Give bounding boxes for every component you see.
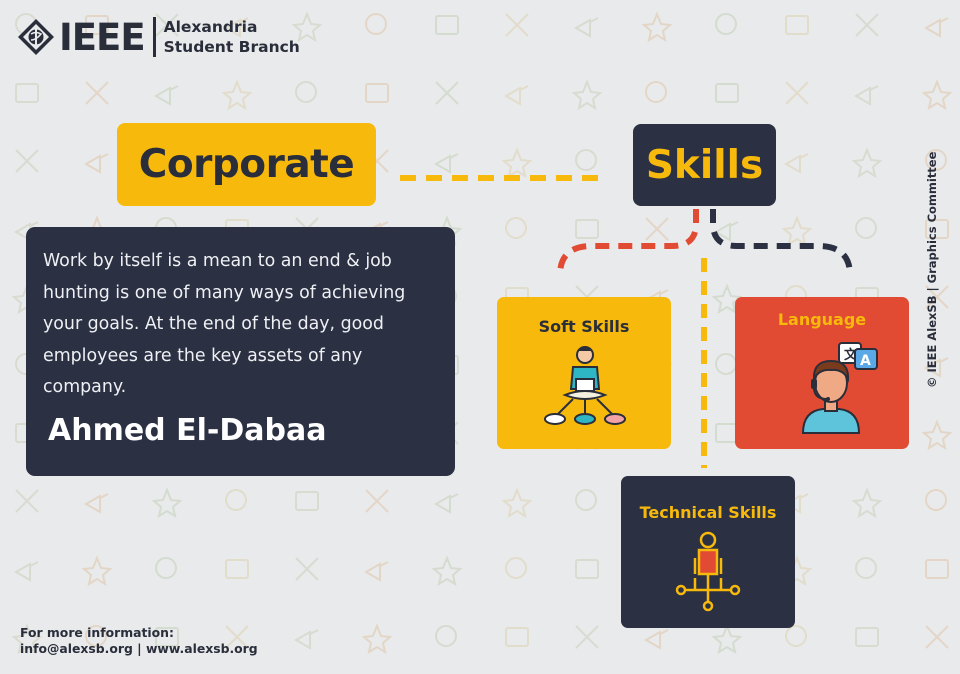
skills-title: Skills — [645, 142, 764, 188]
soft-skills-connector — [557, 209, 699, 276]
branch-line-2: Student Branch — [163, 38, 300, 56]
person-headset-translate-icon: 文 A — [801, 342, 878, 434]
footer-info: For more information: info@alexsb.org | … — [20, 625, 258, 657]
person-presenting-icon — [544, 346, 626, 425]
ieee-diamond-logo-icon — [18, 19, 54, 55]
branch-name: Alexandria Student Branch — [164, 17, 300, 57]
technical-network-person-icon — [675, 531, 741, 612]
language-connector — [710, 209, 853, 276]
soft-skills-card: Soft Skills — [497, 297, 671, 449]
quote-author: Ahmed El-Dabaa — [48, 413, 327, 448]
language-label: Language — [777, 310, 867, 329]
footer-line-1: For more information: — [20, 625, 174, 640]
language-card: Language 文 A — [735, 297, 909, 449]
ieee-logo: IEEE Alexandria Student Branch — [17, 14, 300, 60]
technical-skills-label: Technical Skills — [639, 503, 777, 522]
branch-line-1: Alexandria — [163, 18, 258, 36]
corporate-title: Corporate — [138, 142, 355, 187]
soft-skills-label: Soft Skills — [538, 317, 630, 336]
credit-text: © IEEE AlexSB | Graphics Committee — [925, 151, 939, 388]
quote-box: Work by itself is a mean to an end & job… — [26, 227, 455, 476]
corporate-title-box: Corporate — [117, 123, 376, 206]
quote-text: Work by itself is a mean to an end & job… — [43, 251, 406, 397]
svg-text:A: A — [860, 353, 871, 369]
footer-contact: info@alexsb.org | www.alexsb.org — [20, 641, 258, 656]
logo-divider — [152, 17, 156, 57]
skills-title-box: Skills — [633, 124, 776, 206]
ieee-wordmark: IEEE — [59, 15, 146, 59]
technical-skills-card: Technical Skills — [621, 476, 795, 628]
